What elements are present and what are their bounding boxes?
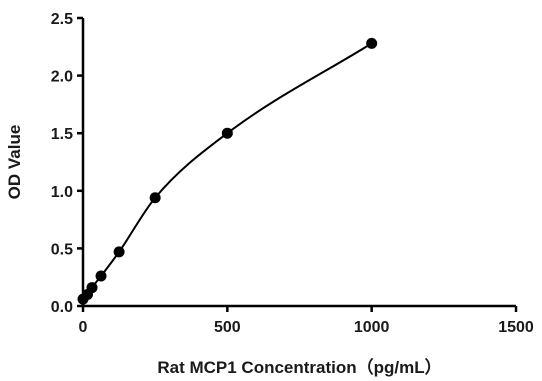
data-point [366, 37, 378, 49]
y-tick-label: 1.5 [51, 126, 73, 143]
x-tick-label: 0 [79, 319, 88, 336]
data-point [86, 282, 98, 294]
data-point [149, 192, 161, 204]
data-point [221, 127, 233, 139]
x-axis-title: Rat MCP1 Concentration（pg/mL） [157, 357, 441, 377]
data-point [113, 246, 125, 258]
x-tick-label: 1000 [354, 319, 390, 336]
fit-curve-layer [82, 42, 373, 300]
y-axis-title: OD Value [5, 125, 24, 200]
x-tick-label: 1500 [498, 319, 534, 336]
data-point [95, 270, 107, 282]
y-tick-label: 2.5 [51, 11, 73, 28]
y-tick-label: 0.0 [51, 299, 73, 316]
y-tick-label: 1.0 [51, 184, 73, 201]
y-ticks-layer: 0.0 0.5 1.0 1.5 2.0 2.5 [51, 11, 83, 316]
fit-curve [82, 42, 373, 300]
x-ticks-layer: 0 500 1000 1500 [79, 306, 534, 336]
x-tick-label: 500 [214, 319, 241, 336]
data-points-layer [77, 37, 378, 305]
y-tick-label: 2.0 [51, 69, 73, 86]
y-tick-label: 0.5 [51, 241, 73, 258]
axes-layer [81, 18, 516, 308]
